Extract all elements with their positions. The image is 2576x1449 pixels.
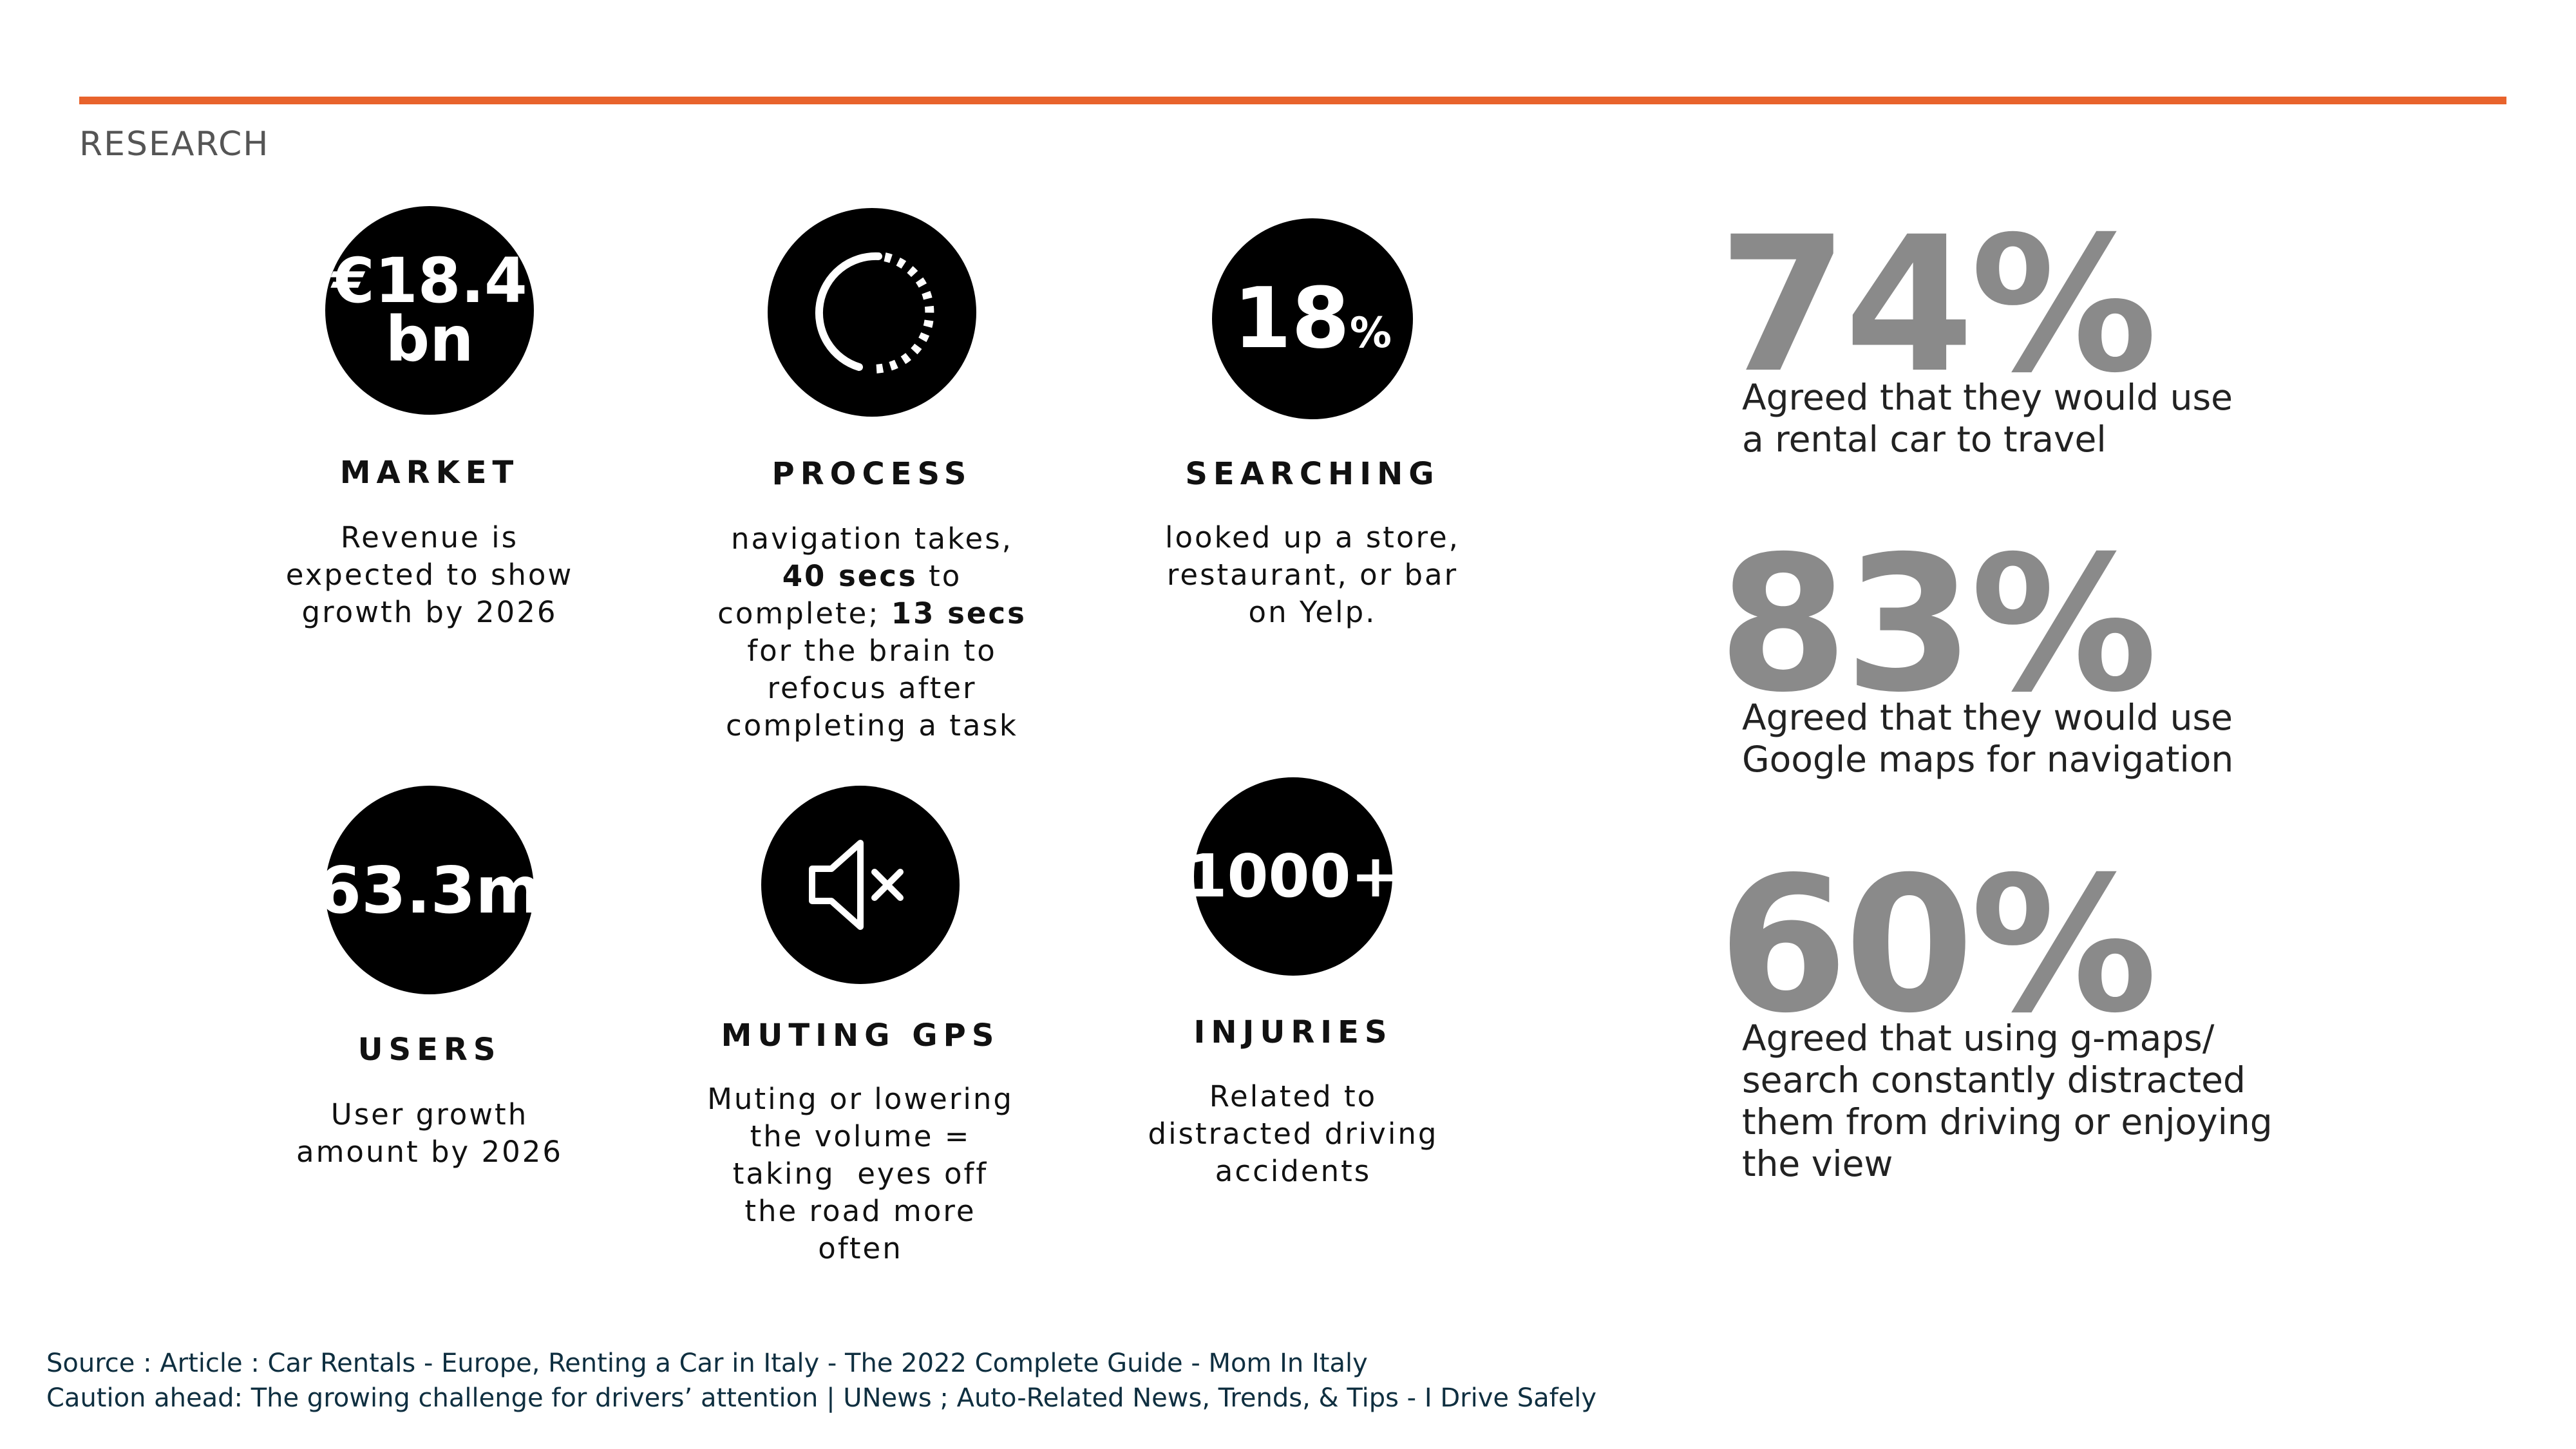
description-line: Agreed that using g-maps/ [1742,1018,2215,1059]
stat-circle: 1000+ [1186,777,1401,976]
circle-text: €18.4 [332,244,527,317]
description-line: completing a task [725,708,1018,743]
circle-text: 63.3m [316,852,543,928]
description-line: on Yelp. [1248,595,1377,629]
stat-description: Agreed that they would use Google maps fo… [1742,697,2233,781]
description-line: expected to show [285,558,574,592]
card-description: Revenue is expected to show growth by 2026 [172,519,687,631]
card-title: INJURIES [1193,1014,1393,1050]
mute-icon [761,786,960,984]
description-line: distracted driving [1148,1117,1439,1151]
card-description: User growth amount by 2026 [172,1096,687,1171]
card-description: Related to distracted driving accidents [1036,1078,1551,1190]
card-title: USERS [357,1032,502,1068]
stat-description: Agreed that using g-maps/search constant… [1742,1018,2273,1185]
description-line: taking eyes off [732,1157,989,1191]
description-line: accidents [1215,1154,1372,1188]
stat-value: 83% [1718,516,2157,734]
card-title: PROCESS [772,456,972,492]
accent-line [79,97,2506,104]
circle-text: 1000+ [1186,842,1401,911]
stat-circle: €18.4 bn [325,206,534,415]
card-description: navigation takes, 40 secs to complete; 13 … [614,520,1130,744]
card-title: MARKET [339,455,520,491]
description-line: Agreed that they would use [1742,377,2233,418]
description-line: complete; 13 secs [614,595,1130,632]
stat-value: 74% [1718,197,2157,414]
circle-text: bn [385,303,474,375]
stat-description: Agreed that they would use a rental car t… [1742,377,2233,460]
description-line: restaurant, or bar [1166,558,1459,592]
text-run: to [917,559,962,593]
description-line: User growth [330,1097,529,1132]
source-line: Source : Article : Car Rentals - Europe,… [46,1349,1368,1378]
source-line: Caution ahead: The growing challenge for… [46,1383,1597,1413]
description-line: the road more [744,1194,976,1228]
circle-text: 18% [1233,269,1392,368]
text-run: complete; [717,596,891,630]
description-line: amount by 2026 [296,1135,563,1169]
description-line: the volume = [750,1119,971,1153]
description-line: looked up a store, [1165,520,1460,554]
description-line: the view [1742,1143,1893,1184]
section-label: RESEARCH [79,125,270,164]
description-line: Revenue is [340,520,519,554]
description-line: often [818,1231,903,1265]
stat-circle: 63.3m [317,786,542,994]
description-line: 40 secs to [614,558,1130,595]
card-title: MUTING GPS [721,1018,1000,1054]
description-line: for the brain to [747,634,997,668]
bold-run: 13 secs [891,596,1027,630]
description-line: growth by 2026 [301,595,558,629]
description-line: a rental car to travel [1742,419,2107,460]
description-line: search constantly distracted [1742,1059,2246,1101]
description-line: navigation takes, [731,522,1013,556]
process-icon [768,208,976,417]
circle-suffix: % [1349,309,1392,358]
card-description: Muting or lowering the volume = taking eye… [603,1081,1118,1267]
description-line: Agreed that they would use [1742,697,2233,738]
card-description: looked up a store, restaurant, or bar on Y… [1055,519,1570,631]
stat-circle: 18% [1212,218,1413,419]
bold-run: 40 secs [782,559,918,593]
stat-value: 60% [1718,837,2157,1054]
description-line: Related to [1209,1079,1378,1113]
description-line: Muting or lowering [707,1082,1014,1116]
card-title: SEARCHING [1185,456,1440,492]
speaker-muted-icon [809,840,904,930]
description-line: them from driving or enjoying [1742,1101,2273,1142]
description-line: Google maps for navigation [1742,739,2234,780]
description-line: refocus after [767,671,977,705]
loading-icon [815,252,934,374]
